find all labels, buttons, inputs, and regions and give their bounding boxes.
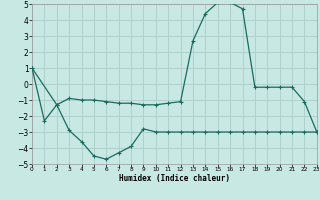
X-axis label: Humidex (Indice chaleur): Humidex (Indice chaleur) [119,174,230,183]
